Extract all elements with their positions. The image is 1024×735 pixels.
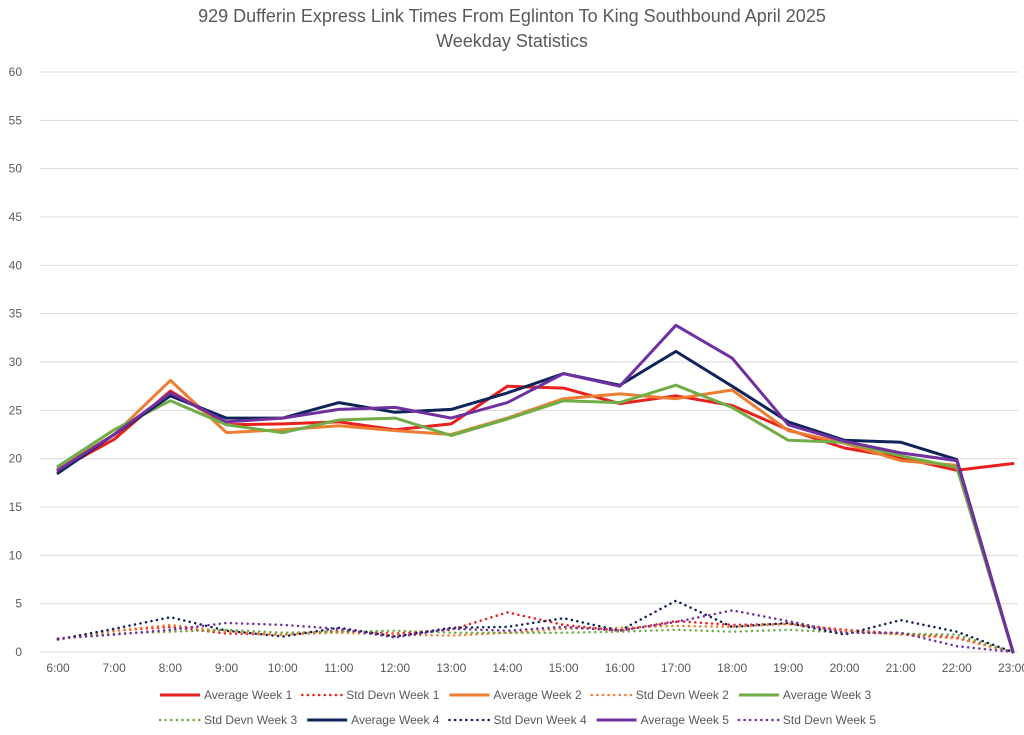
x-tick-label: 17:00 xyxy=(661,661,691,675)
series-average-week-5 xyxy=(56,323,1015,654)
y-tick-label: 30 xyxy=(9,355,23,369)
y-tick-label: 20 xyxy=(9,452,23,466)
y-tick-label: 50 xyxy=(9,162,23,176)
legend-label: Average Week 1 xyxy=(204,688,293,702)
series-average-week-2 xyxy=(56,378,1015,654)
legend-item: Average Week 5 xyxy=(596,713,730,727)
x-tick-label: 15:00 xyxy=(549,661,579,675)
x-tick-label: 12:00 xyxy=(380,661,410,675)
x-tick-label: 21:00 xyxy=(886,661,916,675)
legend-item: Average Week 2 xyxy=(449,688,582,702)
y-tick-label: 35 xyxy=(9,307,23,321)
legend-item: Std Devn Week 3 xyxy=(158,713,297,727)
x-tick-label: 8:00 xyxy=(159,661,183,675)
series-average-week-4 xyxy=(56,349,1015,654)
series-average-week-3 xyxy=(56,383,1015,654)
legend-label: Std Devn Week 2 xyxy=(636,688,729,702)
x-tick-label: 13:00 xyxy=(436,661,466,675)
legend-label: Average Week 2 xyxy=(493,688,582,702)
gridlines xyxy=(40,71,1018,653)
legend-label: Std Devn Week 4 xyxy=(493,713,586,727)
legend-item: Std Devn Week 1 xyxy=(301,688,440,702)
x-tick-label: 19:00 xyxy=(773,661,803,675)
series-lines xyxy=(56,323,1015,654)
x-tick-label: 20:00 xyxy=(829,661,859,675)
y-tick-label: 60 xyxy=(9,65,23,79)
series-average-week-1 xyxy=(56,384,1015,472)
legend-item: Std Devn Week 5 xyxy=(737,713,876,727)
x-tick-label: 10:00 xyxy=(268,661,298,675)
y-tick-label: 55 xyxy=(9,113,23,127)
y-tick-label: 45 xyxy=(9,210,23,224)
x-tick-label: 14:00 xyxy=(492,661,522,675)
y-tick-label: 5 xyxy=(15,597,22,611)
legend-item: Std Devn Week 4 xyxy=(448,713,587,727)
x-tick-label: 6:00 xyxy=(46,661,70,675)
y-tick-label: 0 xyxy=(15,645,22,659)
y-tick-label: 10 xyxy=(9,548,23,562)
x-tick-label: 9:00 xyxy=(215,661,239,675)
legend-label: Average Week 4 xyxy=(351,713,440,727)
y-tick-label: 40 xyxy=(9,258,23,272)
series-std-devn-week-1 xyxy=(56,611,1015,654)
series-std-devn-week-4 xyxy=(56,599,1015,654)
y-tick-label: 15 xyxy=(9,500,23,514)
legend-label: Average Week 5 xyxy=(641,713,730,727)
chart-subtitle: Weekday Statistics xyxy=(436,31,588,51)
legend: Average Week 1 Std Devn Week 1 Average Wee… xyxy=(158,688,876,727)
x-tick-label: 23:00 xyxy=(998,661,1024,675)
legend-label: Std Devn Week 3 xyxy=(204,713,297,727)
y-axis-ticks: 0 5 10 15 20 25 30 35 40 45 50 55 60 xyxy=(9,65,23,659)
legend-item: Average Week 3 xyxy=(738,688,872,702)
legend-item: Std Devn Week 2 xyxy=(590,688,729,702)
x-tick-label: 22:00 xyxy=(942,661,972,675)
x-tick-label: 7:00 xyxy=(102,661,126,675)
y-tick-label: 25 xyxy=(9,403,23,417)
legend-item: Average Week 1 xyxy=(160,688,293,702)
x-tick-label: 11:00 xyxy=(324,661,353,675)
x-axis-ticks: 6:00 7:00 8:00 9:00 10:00 11:00 12:00 13:00 14:0… xyxy=(46,661,1024,675)
legend-label: Std Devn Week 5 xyxy=(783,713,876,727)
legend-item: Average Week 4 xyxy=(307,713,440,727)
x-tick-label: 18:00 xyxy=(717,661,747,675)
x-tick-label: 16:00 xyxy=(605,661,635,675)
legend-label: Std Devn Week 1 xyxy=(346,688,439,702)
chart-title: 929 Dufferin Express Link Times From Egl… xyxy=(198,6,826,26)
legend-label: Average Week 3 xyxy=(783,688,872,702)
